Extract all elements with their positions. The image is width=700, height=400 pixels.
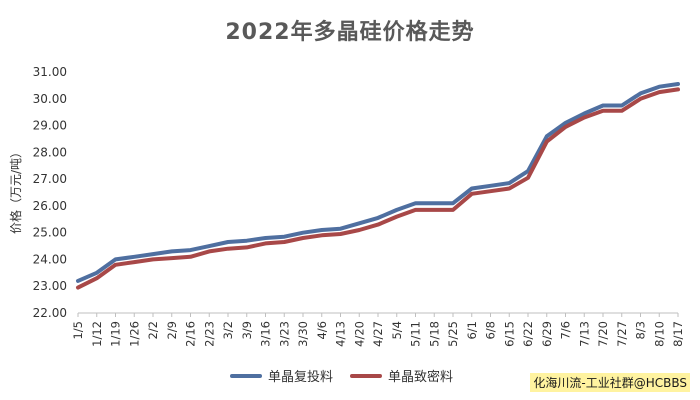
x-tick-label: 8/10 <box>652 321 666 347</box>
y-tick-label: 25.00 <box>33 226 67 240</box>
y-tick-label: 30.00 <box>33 92 67 106</box>
x-tick-label: 6/1 <box>465 321 479 340</box>
legend-label-2: 单晶致密料 <box>388 369 453 385</box>
y-tick-label: 24.00 <box>33 252 67 266</box>
y-tick-label: 27.00 <box>33 172 67 186</box>
x-tick-label: 7/13 <box>577 321 591 347</box>
x-tick-label: 1/26 <box>127 321 141 347</box>
x-tick-label: 1/5 <box>71 321 85 340</box>
x-tick-label: 6/22 <box>521 321 535 347</box>
y-tick-label: 23.00 <box>33 279 67 293</box>
y-axis-label: 价格（万元/吨） <box>8 146 23 234</box>
series-line-1 <box>76 82 680 283</box>
y-tick-label: 31.00 <box>33 65 67 79</box>
x-tick-label: 6/15 <box>502 321 516 347</box>
x-tick-label: 1/12 <box>90 321 104 347</box>
x-tick-label: 4/27 <box>371 321 385 347</box>
y-tick-label: 22.00 <box>33 306 67 320</box>
x-tick-label: 6/29 <box>540 321 554 347</box>
x-tick-label: 5/18 <box>427 321 441 347</box>
x-tick-label: 8/17 <box>671 321 685 347</box>
x-tick-label: 2/2 <box>146 321 160 340</box>
x-tick-label: 5/4 <box>390 321 404 340</box>
y-axis-tick-labels: 22.00 23.00 24.00 25.00 26.00 27.00 28.00 29.00… <box>33 65 67 320</box>
x-tick-label: 1/19 <box>109 321 123 347</box>
x-tick-label: 7/20 <box>596 321 610 347</box>
legend-label-1: 单晶复投料 <box>268 369 333 385</box>
x-tick-label: 2/9 <box>165 321 179 340</box>
x-tick-label: 6/8 <box>484 321 498 340</box>
x-axis: 1/5 1/12 1/19 1/26 2/2 2/9 2/16 2/23 3/2 3/9 3/16 3… <box>71 312 685 347</box>
x-tick-label: 4/13 <box>334 321 348 347</box>
x-tick-label: 2/16 <box>184 321 198 347</box>
y-tick-label: 28.00 <box>33 145 67 159</box>
legend: 单晶复投料 单晶致密料 <box>230 369 453 385</box>
series-layer <box>76 82 680 290</box>
x-tick-label: 7/6 <box>559 321 573 340</box>
x-tick-label: 3/23 <box>277 321 291 347</box>
x-tick-label: 3/16 <box>259 321 273 347</box>
chart-title: 2022年多晶硅价格走势 <box>225 20 475 45</box>
y-tick-label: 29.00 <box>33 119 67 133</box>
series-line-2 <box>76 87 680 290</box>
watermark: 化海川流-工业社群@HCBBS <box>530 373 690 392</box>
x-tick-label: 2/23 <box>202 321 216 347</box>
x-tick-label: 3/2 <box>221 321 235 340</box>
x-tick-label: 5/11 <box>409 321 423 347</box>
x-tick-label: 7/27 <box>615 321 629 347</box>
x-tick-label: 3/9 <box>240 321 254 340</box>
x-tick-label: 4/20 <box>352 321 366 347</box>
y-tick-label: 26.00 <box>33 199 67 213</box>
x-tick-label: 4/6 <box>315 321 329 340</box>
x-tick-label: 3/30 <box>296 321 310 347</box>
x-tick-label: 5/25 <box>446 321 460 347</box>
x-tick-label: 8/3 <box>634 321 648 340</box>
